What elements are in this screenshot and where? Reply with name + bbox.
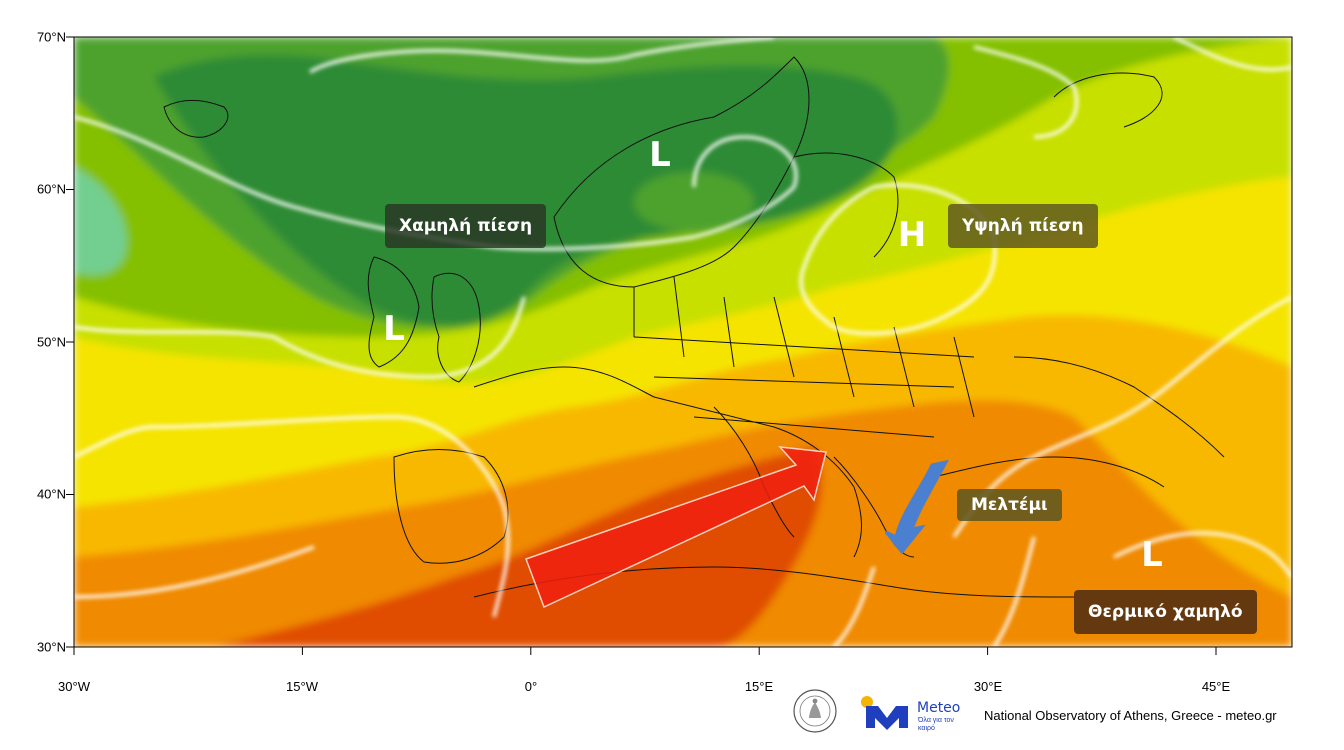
callout-high-pressure: Υψηλή πίεση xyxy=(948,204,1098,248)
isobars xyxy=(74,37,1292,647)
observatory-seal xyxy=(793,689,837,733)
latitude-label-40n: 40°N xyxy=(36,486,66,502)
longitude-label-30e: 30°E xyxy=(973,679,1003,694)
latitude-label-30n: 30°N xyxy=(36,639,66,655)
pressure-mark-low-ireland: L xyxy=(383,309,405,349)
callout-low-pressure: Χαμηλή πίεση xyxy=(385,204,547,248)
latitude-label-50n: 50°N xyxy=(36,334,66,350)
longitude-label-0: 0° xyxy=(524,679,538,694)
weather-map: L L H L xyxy=(74,37,1292,647)
callout-meltemi: Μελτέμι xyxy=(957,489,1062,521)
callout-thermal-low: Θερμικό χαμηλό xyxy=(1074,590,1257,634)
meltemi-arrow xyxy=(884,459,949,555)
map-canvas xyxy=(74,37,1292,647)
longitude-label-30w: 30°W xyxy=(58,679,90,694)
pressure-mark-high-russia: H xyxy=(897,215,927,255)
temperature-field xyxy=(74,37,1292,647)
longitude-label-15e: 15°E xyxy=(744,679,774,694)
meteo-tagline: Όλα για τον καιρό xyxy=(918,717,954,732)
meteo-brand: Meteo xyxy=(917,700,961,716)
latitude-label-60n: 60°N xyxy=(36,181,66,197)
coastlines xyxy=(163,56,1225,598)
latitude-label-70n: 70°N xyxy=(36,29,66,45)
pressure-mark-low-middle-east: L xyxy=(1141,535,1163,575)
meteo-logo xyxy=(861,696,908,730)
footer-credit: National Observatory of Athens, Greece -… xyxy=(984,708,1277,723)
warm-air-arrow xyxy=(525,446,827,609)
longitude-label-45e: 45°E xyxy=(1201,679,1231,694)
pressure-mark-low-scandinavia: L xyxy=(649,135,671,175)
longitude-label-15w: 15°W xyxy=(286,679,318,694)
